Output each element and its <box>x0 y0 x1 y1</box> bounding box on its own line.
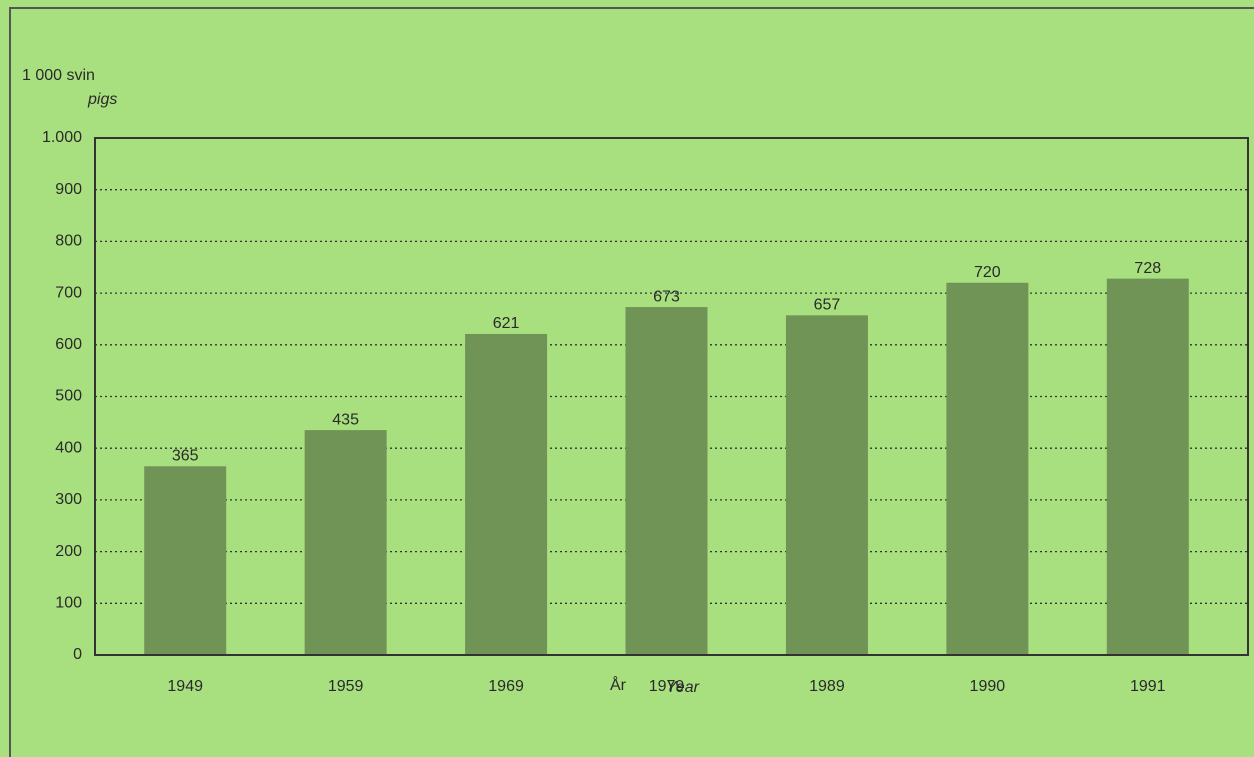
y-tick-label: 0 <box>73 646 82 663</box>
bar <box>1106 278 1189 655</box>
value-label: 657 <box>814 297 841 314</box>
value-label: 728 <box>1134 260 1161 277</box>
y-axis-label-translation: pigs <box>87 91 117 108</box>
x-tick-label: 1959 <box>328 678 364 695</box>
y-tick-label: 100 <box>55 595 82 612</box>
x-tick-label: 1990 <box>970 678 1006 695</box>
bar <box>625 307 708 655</box>
bar <box>465 333 548 655</box>
value-label: 673 <box>653 288 680 305</box>
value-label: 365 <box>172 448 199 465</box>
x-tick-label: 1989 <box>809 678 845 695</box>
bar <box>946 282 1029 655</box>
y-tick-label: 400 <box>55 439 82 456</box>
y-tick-label: 500 <box>55 388 82 405</box>
y-tick-label: 1.000 <box>42 129 82 146</box>
x-axis-label-translation: Year <box>666 679 700 696</box>
value-label: 435 <box>332 411 359 428</box>
outer-frame <box>9 7 1254 757</box>
bar <box>785 315 868 655</box>
y-tick-label: 700 <box>55 284 82 301</box>
x-tick-label: 1991 <box>1130 678 1166 695</box>
y-tick-label: 900 <box>55 181 82 198</box>
x-tick-label: 1979 <box>649 678 685 695</box>
y-tick-label: 600 <box>55 336 82 353</box>
value-label: 621 <box>493 315 520 332</box>
x-axis-label: År <box>610 675 627 694</box>
x-tick-label: 1949 <box>167 678 203 695</box>
bar <box>304 430 387 655</box>
y-tick-label: 200 <box>55 543 82 560</box>
y-axis-label: 1 000 svin <box>22 67 95 84</box>
value-label: 720 <box>974 264 1001 281</box>
x-tick-label: 1969 <box>488 678 524 695</box>
bar <box>144 466 227 655</box>
plot-frame <box>94 137 1249 656</box>
y-tick-label: 300 <box>55 491 82 508</box>
y-tick-label: 800 <box>55 233 82 250</box>
